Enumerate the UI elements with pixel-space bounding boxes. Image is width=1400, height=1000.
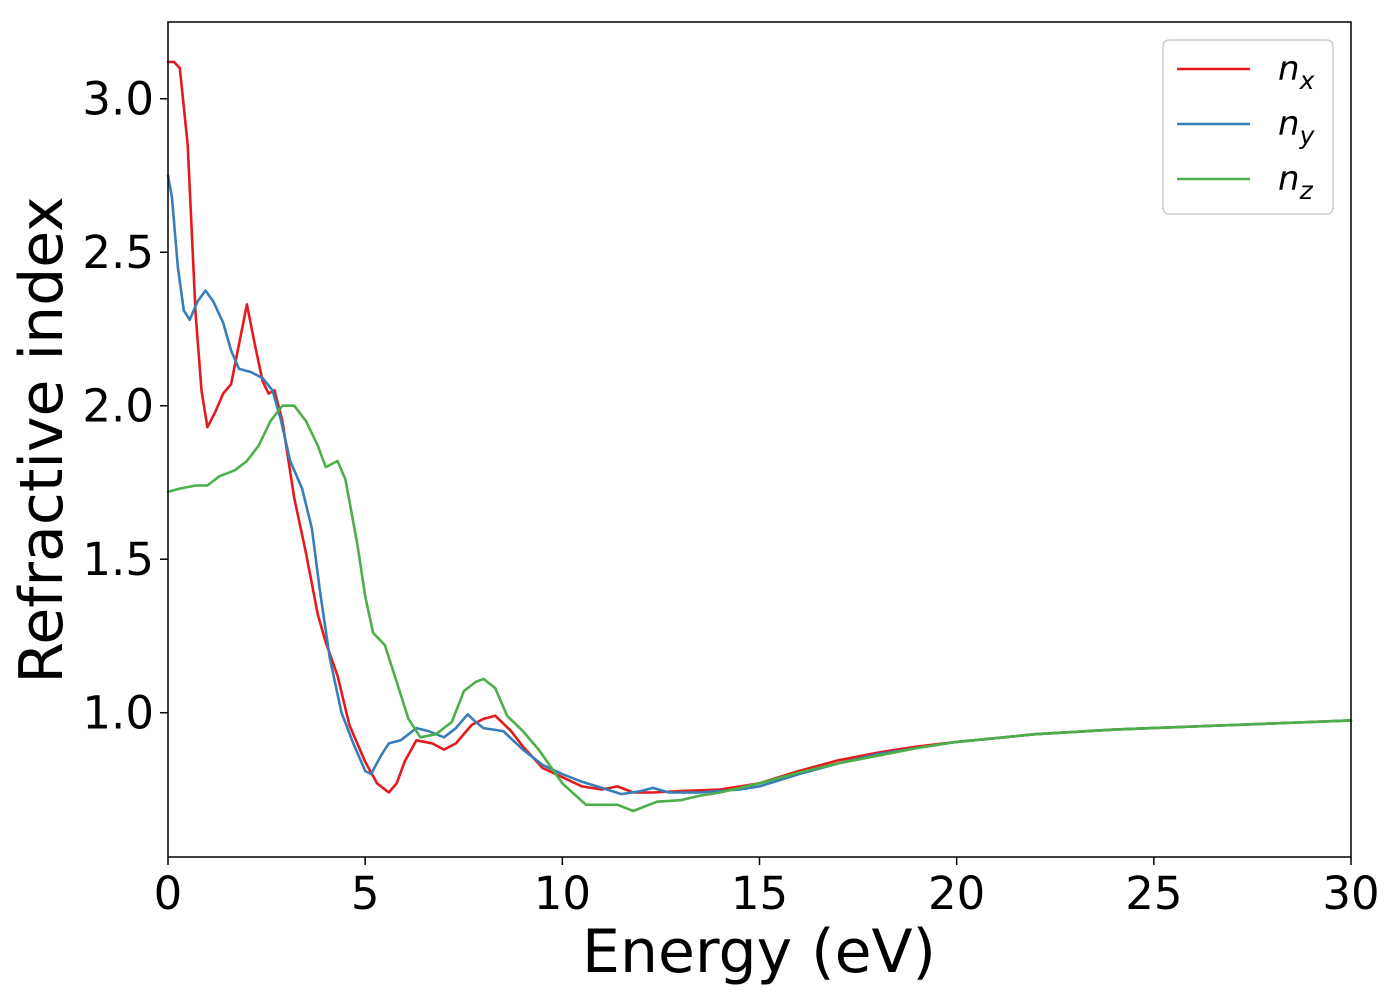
x-tick-label: 10 (534, 867, 591, 920)
y-tick-label: 2.5 (82, 226, 154, 279)
y-tick-label: 1.0 (82, 687, 154, 740)
legend-label-subscript: x (1299, 66, 1315, 95)
x-tick-label: 0 (154, 867, 183, 920)
series-line-z (166, 404, 1353, 813)
x-tick-label: 15 (731, 867, 788, 920)
legend-label-y: ny (1278, 104, 1316, 150)
legend-label-base: n (1278, 49, 1300, 89)
x-tick-label: 25 (1125, 867, 1182, 920)
series-layer (166, 60, 1353, 813)
y-tick-label: 1.5 (82, 533, 154, 586)
legend-box (1162, 39, 1334, 215)
x-axis: 0 5 10 15 20 25 30 (154, 857, 1380, 920)
y-tick-label: 2.0 (82, 380, 154, 433)
legend-label-base: n (1278, 159, 1300, 199)
legend-label-x: nx (1278, 49, 1315, 95)
x-tick-label: 20 (928, 867, 985, 920)
legend-label-z: nz (1278, 159, 1314, 205)
legend-label-subscript: y (1299, 121, 1316, 150)
x-tick-label: 5 (351, 867, 380, 920)
x-axis-label: Energy (eV) (582, 917, 936, 987)
x-tick-label: 30 (1322, 867, 1379, 920)
y-axis-label: Refractive index (7, 196, 77, 683)
series-line-y (166, 174, 1353, 796)
legend-label-subscript: z (1299, 176, 1314, 205)
y-axis: 1.0 1.5 2.0 2.5 3.0 (82, 73, 168, 740)
y-tick-label: 3.0 (82, 73, 154, 126)
legend-label-base: n (1278, 104, 1300, 144)
